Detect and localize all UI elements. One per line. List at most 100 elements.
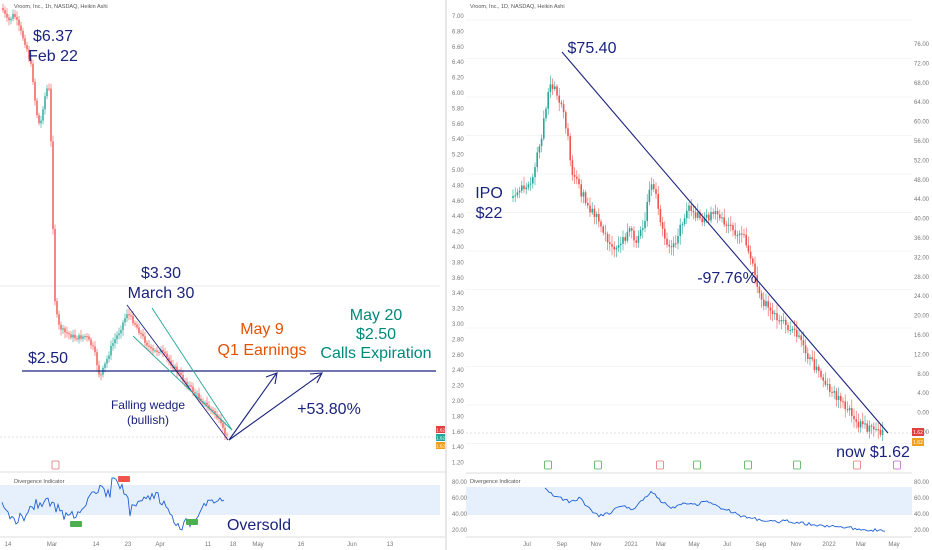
right-candle-body — [561, 103, 563, 105]
left-candle-body — [226, 434, 227, 435]
right-osc-tick-label: 40.00 — [914, 512, 930, 518]
right-candle-body — [741, 234, 743, 235]
right-candle-body — [774, 313, 776, 314]
left-candle-body — [94, 346, 95, 352]
left-candle-body — [130, 315, 131, 316]
left-candle-body — [60, 325, 61, 330]
right-right-tick-label: 32.00 — [914, 255, 930, 261]
right-candle-body — [545, 109, 547, 119]
right-candle-body — [539, 146, 541, 152]
right-left-tick-label: 1.40 — [452, 445, 464, 451]
right-candle-body — [600, 222, 602, 227]
right-candle-body — [512, 196, 514, 198]
left-candle-body — [112, 343, 113, 346]
right-candle-body — [660, 209, 662, 222]
right-candle-body — [627, 232, 629, 241]
right-left-tick-label: 5.40 — [452, 137, 464, 143]
annotation-price-peak: $3.30 — [141, 265, 181, 282]
left-candle-body — [132, 316, 133, 323]
left-candle-body — [104, 364, 105, 368]
right-left-tick-label: 4.60 — [452, 199, 464, 205]
left-candle-body — [66, 332, 67, 333]
right-x-tick-label: 2021 — [624, 542, 638, 548]
right-candle-body — [864, 423, 866, 424]
left-candle-body — [156, 350, 157, 352]
left-candle-body — [150, 347, 151, 349]
right-candle-body — [583, 192, 585, 196]
left-candle-body — [108, 356, 109, 359]
right-candle-body — [712, 212, 714, 214]
right-candle-body — [574, 175, 576, 177]
left-candle-body — [10, 19, 11, 20]
annotation-ath: $75.40 — [568, 40, 617, 57]
right-candle-body — [743, 234, 745, 235]
annotation-oversold: Oversold — [227, 517, 291, 534]
left-candle-body — [78, 335, 79, 339]
right-candle-body — [517, 192, 519, 195]
right-osc-band — [466, 487, 912, 515]
right-candle-body — [873, 426, 875, 429]
right-candle-body — [805, 345, 807, 353]
left-candle-body — [206, 403, 207, 406]
right-candle-body — [530, 184, 532, 185]
right-right-tick-label: 56.00 — [914, 139, 930, 145]
right-candle-body — [664, 229, 666, 239]
right-x-tick-label: Sep — [557, 542, 568, 548]
right-left-tick-label: 4.40 — [452, 214, 464, 220]
right-osc-tick-label: 80.00 — [452, 480, 468, 486]
annotation-wedge-line1: Falling wedge — [111, 398, 185, 412]
right-right-tick-label: 8.00 — [917, 372, 929, 378]
left-x-tick-label: May — [252, 542, 263, 548]
right-candle-body — [814, 359, 816, 370]
left-x-tick-label: 16 — [298, 542, 305, 548]
right-x-tick-label: May — [888, 542, 899, 548]
right-right-tick-label: 28.00 — [914, 275, 930, 281]
right-right-tick-label: 4.00 — [917, 391, 929, 397]
right-candle-body — [836, 391, 838, 400]
left-candle-body — [146, 343, 147, 346]
left-candle-body — [118, 333, 119, 335]
right-candle-body — [803, 340, 805, 345]
right-candle-body — [671, 246, 673, 247]
left-candle-body — [196, 393, 197, 394]
right-candle-body — [825, 381, 827, 385]
annotation-date-peak: March 30 — [128, 285, 195, 302]
right-candle-body — [690, 206, 692, 211]
left-candle-body — [124, 318, 125, 322]
right-osc-tick-label: 60.00 — [452, 496, 468, 502]
left-candle-body — [70, 334, 71, 337]
left-candle-body — [134, 323, 135, 324]
annotation-decline: -97.76% — [697, 270, 757, 287]
right-candle-body — [629, 228, 631, 231]
left-candle-body — [152, 348, 153, 350]
right-candle-body — [589, 205, 591, 212]
right-osc-tick-label: 60.00 — [914, 496, 930, 502]
right-osc-tick-label: 80.00 — [914, 480, 930, 486]
left-candle-body — [34, 82, 35, 101]
right-candle-body — [809, 357, 811, 359]
left-candle-body — [38, 115, 39, 123]
left-candle-body — [42, 109, 43, 120]
left-candle-body — [64, 328, 65, 332]
right-left-tick-label: 6.60 — [452, 45, 464, 51]
right-x-tick-label: Nov — [591, 542, 602, 548]
left-x-tick-label: Apr — [155, 542, 164, 548]
right-candle-body — [587, 203, 589, 205]
right-left-tick-label: 4.80 — [452, 183, 464, 189]
right-candle-body — [675, 243, 677, 244]
right-candle-body — [869, 426, 871, 432]
left-candle-body — [14, 14, 15, 17]
right-left-tick-label: 1.60 — [452, 430, 464, 436]
right-candle-body — [624, 237, 626, 241]
right-left-tick-label: 1.20 — [452, 461, 464, 467]
right-candle-body — [657, 194, 659, 209]
right-candle-body — [880, 430, 882, 435]
annotation-price-high: $6.37 — [33, 28, 73, 45]
right-candle-body — [849, 408, 851, 410]
right-right-tick-label: 0.00 — [917, 411, 929, 417]
right-candle-body — [719, 214, 721, 218]
left-candle-body — [58, 314, 59, 324]
right-candle-body — [596, 214, 598, 217]
right-osc-tick-label: 20.00 — [452, 528, 468, 534]
